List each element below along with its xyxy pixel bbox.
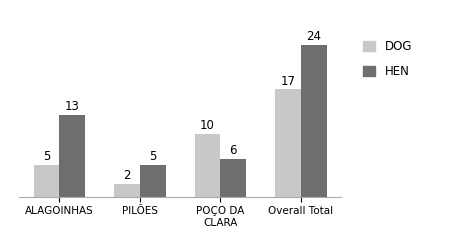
Legend: DOG, HEN: DOG, HEN xyxy=(363,40,412,78)
Bar xyxy=(34,165,59,197)
Text: 10: 10 xyxy=(200,119,215,132)
Text: 6: 6 xyxy=(229,144,237,157)
Bar xyxy=(59,115,85,197)
Text: 17: 17 xyxy=(281,75,295,88)
Bar xyxy=(301,45,327,197)
Bar xyxy=(140,165,165,197)
Text: 5: 5 xyxy=(149,150,156,163)
Text: 5: 5 xyxy=(43,150,50,163)
Text: 13: 13 xyxy=(65,100,80,113)
Bar xyxy=(220,159,246,197)
Text: 2: 2 xyxy=(123,169,131,182)
Bar xyxy=(195,134,220,197)
Text: 24: 24 xyxy=(306,30,321,43)
Bar xyxy=(275,89,301,197)
Bar xyxy=(114,184,140,197)
